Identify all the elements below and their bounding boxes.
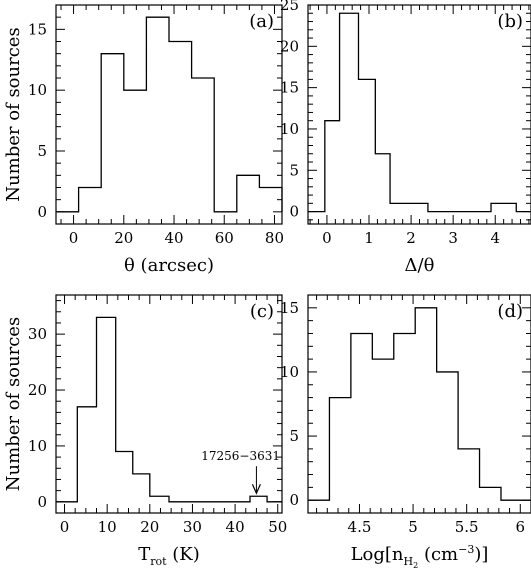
histogram-steps (56, 316, 282, 503)
plot-frame (307, 4, 531, 225)
histogram-bin (97, 317, 116, 513)
histogram-steps (308, 12, 531, 213)
y-tick-label: 25 (280, 0, 299, 14)
histogram-bin (250, 496, 267, 513)
x-tick-label: 2 (406, 229, 416, 247)
histogram-bin (192, 78, 215, 224)
histogram-bin (358, 79, 375, 224)
x-tick-label: 80 (265, 229, 284, 247)
x-tick-label: 3 (448, 229, 458, 247)
x-axis-label: θ (arcsec) (124, 255, 214, 276)
histogram-bin (501, 500, 531, 513)
y-tick-label: 10 (28, 437, 47, 455)
y-tick-label: 30 (28, 325, 47, 343)
x-tick-label: 6 (516, 518, 526, 536)
x-axis-label: Log[nH2 (cm−3)] (351, 543, 489, 568)
y-tick-label: 5 (37, 142, 47, 160)
histogram-bin (56, 212, 79, 224)
x-tick-label: 20 (114, 229, 133, 247)
histogram-bin (169, 42, 192, 225)
annotation-arrow-head (251, 483, 261, 495)
panel-d: 4.5 5 5.5 6 0 5 10 15 (d) Log[nH2 (cm−3)] (280, 294, 531, 568)
y-axis-label: Number of sources (3, 27, 24, 201)
histogram-bin (124, 90, 147, 224)
panel-label: (c) (250, 301, 274, 322)
x-tick-label: 0 (60, 518, 70, 536)
y-tick-label: 5 (289, 427, 299, 445)
histogram-steps (56, 16, 283, 213)
y-tick-label: 10 (280, 363, 299, 381)
histogram-bin (146, 17, 169, 224)
histogram-bin (169, 502, 250, 513)
y-tick-label: 15 (280, 79, 299, 97)
histogram-bin (428, 212, 491, 224)
histogram-bin (77, 407, 96, 513)
y-tick-label: 0 (37, 493, 47, 511)
histogram-bin (372, 359, 393, 513)
x-tick-label: 0 (69, 229, 79, 247)
histogram-bin (375, 154, 390, 224)
plot-frame (55, 294, 283, 514)
x-tick-label: 50 (268, 518, 287, 536)
y-tick-label: 15 (280, 299, 299, 317)
x-tick-label: 1 (364, 229, 374, 247)
histogram-steps (308, 307, 531, 501)
panel-label: (b) (497, 11, 523, 32)
panel-b: 0 1 2 3 4 0 5 10 15 20 25 (b) Δ/θ (280, 0, 531, 276)
panel-label: (a) (249, 11, 274, 32)
y-tick-label: 20 (280, 37, 299, 55)
x-tick-label: 5 (408, 518, 418, 536)
plot-frame (307, 294, 531, 514)
x-tick-label: 0 (322, 229, 332, 247)
y-tick-label: 0 (37, 203, 47, 221)
x-tick-label: 10 (98, 518, 117, 536)
histogram-bin (394, 333, 415, 513)
histogram-bin (214, 212, 237, 224)
histogram-bin (480, 487, 501, 513)
x-tick-label: 30 (183, 518, 202, 536)
x-tick-label: 5.5 (455, 518, 479, 536)
histogram-bin (133, 474, 150, 513)
x-axis-label: Trot (K) (138, 544, 200, 568)
panel-a: 0 20 40 60 80 0 5 10 15 (a) θ (arcsec) Number of so… (3, 4, 284, 276)
histogram-bin (325, 121, 340, 224)
y-tick-label: 5 (289, 161, 299, 179)
x-tick-label: 60 (215, 229, 234, 247)
x-tick-label: 40 (226, 518, 245, 536)
histogram-bin (116, 452, 133, 513)
histogram-bin (340, 13, 359, 224)
histogram-bin (437, 372, 458, 513)
y-tick-label: 10 (28, 81, 47, 99)
histogram-bin (458, 449, 479, 513)
x-tick-label: 20 (140, 518, 159, 536)
y-axis-label: Number of sources (3, 317, 24, 491)
histogram-bin (267, 502, 282, 513)
histogram-bin (390, 203, 428, 224)
y-tick-label: 0 (289, 203, 299, 221)
histogram-bin (56, 502, 77, 513)
x-axis-label: Δ/θ (405, 255, 435, 276)
x-tick-label: 40 (164, 229, 183, 247)
y-tick-label: 10 (280, 120, 299, 138)
x-tick-label: 4 (490, 229, 500, 247)
histogram-bin (415, 308, 436, 513)
annotation-label: 17256−3631 (201, 449, 280, 463)
histogram-bin (329, 398, 350, 513)
x-tick-label: 4.5 (348, 518, 372, 536)
panel-label: (d) (497, 301, 523, 322)
histogram-bin (101, 54, 124, 224)
histogram-bin (79, 188, 102, 225)
histogram-bin (259, 188, 282, 225)
histogram-bin (237, 175, 260, 224)
histogram-bin (308, 500, 329, 513)
y-tick-label: 0 (289, 491, 299, 509)
histogram-bin (351, 333, 372, 513)
panel-c: 0 10 20 30 40 50 0 10 20 30 (c) Trot (K) Number of s… (3, 294, 287, 568)
y-tick-label: 20 (28, 381, 47, 399)
y-tick-label: 15 (28, 20, 47, 38)
histogram-bin (150, 496, 169, 513)
